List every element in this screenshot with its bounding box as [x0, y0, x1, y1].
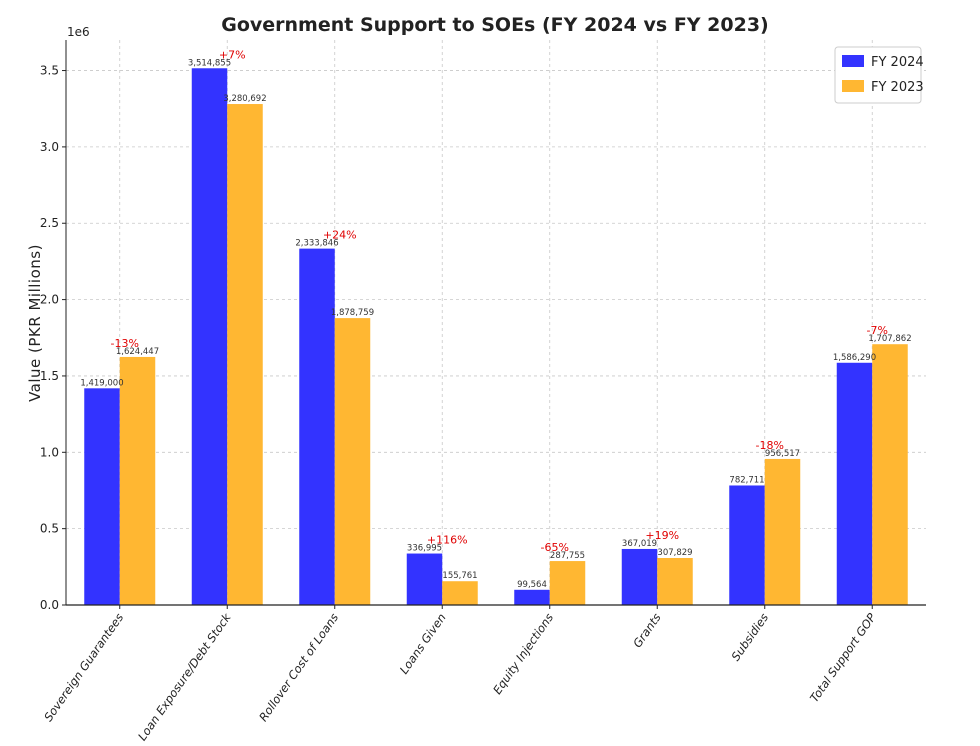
- bar-fy2023: [549, 561, 586, 605]
- bar-fy2024: [299, 248, 335, 605]
- bar-value-label: 1,586,290: [833, 353, 876, 363]
- bar-value-label: 1,878,759: [331, 308, 374, 318]
- bar-fy2024: [84, 388, 120, 605]
- axes: 0.0 0.5 1.0 1.5 2.0 2.5 3.0 3.5 Sovereign Guaran…: [40, 40, 926, 743]
- bar-fy2023: [334, 318, 371, 605]
- bar-value-label: 336,995: [407, 544, 442, 554]
- x-tick-label: Sovereign Guarantees: [41, 611, 126, 724]
- y-tick-label: 2.0: [40, 293, 59, 307]
- bar-value-label: 307,829: [657, 548, 692, 558]
- bar-value-label: 1,419,000: [80, 378, 123, 388]
- legend-swatch: [842, 55, 864, 67]
- pct-change-label: -65%: [541, 541, 569, 554]
- bar-fy2023: [657, 557, 693, 605]
- bar-value-label: 2,333,846: [295, 239, 338, 249]
- x-tick-label: Rollover Cost of Loans: [256, 611, 341, 724]
- pct-change-label: +19%: [645, 529, 679, 542]
- y-tick-label: 1.5: [40, 369, 59, 383]
- bar-fy2024: [621, 548, 658, 605]
- bar-fy2023: [442, 581, 478, 605]
- bar-fy2024: [406, 553, 443, 605]
- pct-change-label: +7%: [219, 48, 246, 61]
- bar-fy2024: [514, 589, 550, 605]
- y-tick-label: 2.5: [40, 216, 59, 230]
- bar-value-label: 3,280,692: [223, 94, 266, 104]
- bar-value-label: 1,624,447: [116, 347, 159, 357]
- legend-label: FY 2024: [871, 55, 924, 70]
- chart-title: Government Support to SOEs (FY 2024 vs F…: [221, 14, 769, 36]
- x-tick-label: Total Support GOP: [807, 611, 879, 705]
- pct-change-label: -18%: [756, 439, 784, 452]
- x-tick-label: Subsidies: [728, 611, 771, 664]
- x-tick-label: Loan Exposure/Debt Stock: [135, 610, 234, 744]
- bar-value-label: 287,755: [550, 551, 585, 561]
- bar-fy2024: [836, 362, 873, 605]
- pct-change-label: +116%: [427, 534, 468, 547]
- bar-value-label: 3,514,855: [188, 58, 231, 68]
- x-tick-label: Grants: [630, 611, 664, 651]
- y-axis-scale-label: 1e6: [67, 25, 90, 39]
- bar-fy2024: [729, 485, 765, 605]
- y-tick-label: 0.5: [40, 522, 59, 536]
- x-tick-label: Loans Given: [397, 611, 449, 677]
- bar-fy2023: [227, 104, 263, 605]
- pct-change-label: +24%: [323, 229, 357, 242]
- data-labels: 1,419,000 1,624,447-13% 3,514,855 3,280,692…: [80, 48, 911, 590]
- bar-fy2023: [119, 356, 156, 605]
- bar-value-label: 1,707,862: [868, 334, 911, 344]
- y-axis-label: Value (PKR Millions): [26, 244, 44, 402]
- y-tick-label: 3.5: [40, 64, 59, 78]
- bar-value-label: 956,517: [765, 449, 800, 459]
- x-tick-label: Equity Injections: [490, 611, 556, 697]
- pct-change-label: -7%: [867, 324, 888, 337]
- bar-fy2023: [872, 344, 908, 605]
- bar-value-label: 99,564: [517, 580, 547, 590]
- bar-value-label: 155,761: [442, 571, 477, 581]
- bars: [84, 68, 908, 605]
- bar-value-label: 367,019: [622, 539, 657, 549]
- y-tick-label: 0.0: [40, 598, 59, 612]
- y-tick-label: 3.0: [40, 140, 59, 154]
- legend-label: FY 2023: [871, 80, 924, 95]
- legend-swatch: [842, 80, 864, 92]
- y-tick-label: 1.0: [40, 445, 59, 459]
- bar-fy2024: [191, 68, 228, 605]
- pct-change-label: -13%: [111, 337, 139, 350]
- bar-value-label: 782,711: [729, 475, 764, 485]
- legend: FY 2024 FY 2023: [834, 46, 924, 104]
- bar-fy2023: [764, 458, 801, 605]
